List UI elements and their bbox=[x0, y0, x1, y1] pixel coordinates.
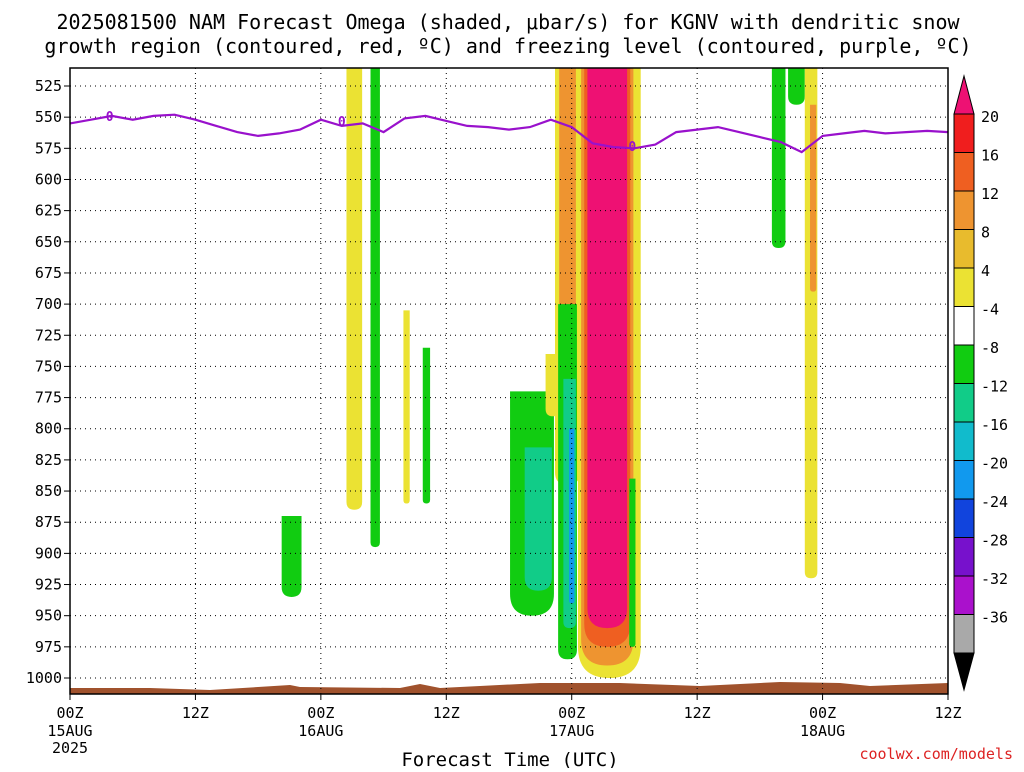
freezing-level-line bbox=[69, 113, 949, 154]
omega-region-12 bbox=[569, 428, 575, 604]
omega-region-19 bbox=[788, 68, 805, 105]
y-tick-label-17: 950 bbox=[35, 607, 62, 625]
colorbar-label-2: 12 bbox=[981, 185, 999, 203]
colorbar-bottom-arrow bbox=[953, 652, 975, 692]
colorbar-band-9 bbox=[953, 460, 975, 500]
colorbar-band-6 bbox=[953, 344, 975, 384]
colorbar-label-4: 4 bbox=[981, 262, 990, 280]
x-tick-label-4: 00Z bbox=[558, 704, 585, 722]
y-tick-label-13: 850 bbox=[35, 482, 62, 500]
y-tick-label-7: 700 bbox=[35, 295, 62, 313]
colorbar-label-6: -8 bbox=[981, 339, 999, 357]
omega-region-1 bbox=[370, 68, 380, 548]
colorbar-label-13: -36 bbox=[981, 609, 1008, 627]
x-tick-date-2: 16AUG bbox=[298, 722, 343, 740]
omega-shading-layer bbox=[281, 68, 818, 678]
x-tick-date-6: 18AUG bbox=[800, 722, 845, 740]
colorbar-band-10 bbox=[953, 498, 975, 538]
colorbar-label-12: -32 bbox=[981, 570, 1008, 588]
freezing-level-label-0: 0 bbox=[106, 110, 114, 125]
x-tick-label-5: 12Z bbox=[684, 704, 711, 722]
y-tick-label-4: 625 bbox=[35, 202, 62, 220]
colorbar-band-1 bbox=[953, 152, 975, 192]
omega-region-21 bbox=[810, 104, 817, 292]
freezing-level-label-1: 0 bbox=[338, 115, 346, 130]
x-tick-label-6: 00Z bbox=[809, 704, 836, 722]
x-tick-date-0: 15AUG bbox=[47, 722, 92, 740]
colorbar-band-4 bbox=[953, 267, 975, 307]
y-axis-ticks: 525 550 575 600 625 650 675 700 725 750 775 800 825 8… bbox=[26, 77, 70, 687]
freezing-level-layer: 0 0 0 bbox=[69, 110, 949, 155]
colorbar-band-11 bbox=[953, 537, 975, 577]
credit-text: coolwx.com/models bbox=[859, 745, 1013, 763]
colorbar-band-5 bbox=[953, 306, 975, 346]
colorbar-band-12 bbox=[953, 575, 975, 615]
y-tick-label-6: 675 bbox=[35, 264, 62, 282]
x-tick-date-4: 17AUG bbox=[549, 722, 594, 740]
y-tick-label-11: 800 bbox=[35, 420, 62, 438]
colorbar-band-8 bbox=[953, 421, 975, 461]
colorbar-band-13 bbox=[953, 614, 975, 654]
plot-frame bbox=[69, 67, 949, 695]
y-tick-label-16: 925 bbox=[35, 576, 62, 594]
x-tick-label-7: 12Z bbox=[934, 704, 961, 722]
colorbar-label-1: 16 bbox=[981, 147, 999, 165]
colorbar-band-3 bbox=[953, 229, 975, 269]
y-tick-label-1: 550 bbox=[35, 108, 62, 126]
x-tick-label-0: 00Z bbox=[56, 704, 83, 722]
colorbar-label-8: -16 bbox=[981, 416, 1008, 434]
omega-region-6 bbox=[524, 447, 552, 591]
colorbar-label-9: -20 bbox=[981, 455, 1008, 473]
omega-region-16 bbox=[587, 68, 628, 629]
x-tick-label-3: 12Z bbox=[433, 704, 460, 722]
omega-region-0 bbox=[346, 68, 363, 510]
y-tick-label-8: 725 bbox=[35, 326, 62, 344]
colorbar-label-11: -28 bbox=[981, 532, 1008, 550]
omega-region-2 bbox=[403, 310, 410, 504]
y-tick-label-10: 775 bbox=[35, 389, 62, 407]
y-tick-label-19: 1000 bbox=[26, 669, 62, 687]
y-tick-label-2: 575 bbox=[35, 139, 62, 157]
y-tick-label-5: 650 bbox=[35, 233, 62, 251]
y-tick-label-12: 825 bbox=[35, 451, 62, 469]
terrain-ground bbox=[70, 682, 948, 694]
omega-region-4 bbox=[281, 515, 302, 597]
omega-region-3 bbox=[422, 347, 431, 504]
x-axis-title: Forecast Time (UTC) bbox=[401, 749, 618, 768]
freezing-level-label-2: 0 bbox=[628, 140, 636, 155]
omega-region-18 bbox=[771, 68, 786, 249]
x-tick-year-0: 2025 bbox=[52, 739, 88, 757]
colorbar-label-5: -4 bbox=[981, 301, 999, 319]
colorbar-band-2 bbox=[953, 190, 975, 230]
colorbar-label-3: 8 bbox=[981, 224, 990, 242]
colorbar-band-7 bbox=[953, 383, 975, 423]
y-tick-label-0: 525 bbox=[35, 77, 62, 95]
y-tick-label-14: 875 bbox=[35, 513, 62, 531]
colorbar-label-10: -24 bbox=[981, 493, 1008, 511]
colorbar-label-0: 20 bbox=[981, 108, 999, 126]
y-tick-label-9: 750 bbox=[35, 357, 62, 375]
x-tick-label-2: 00Z bbox=[307, 704, 334, 722]
colorbar-band-0 bbox=[953, 113, 975, 153]
y-tick-label-18: 975 bbox=[35, 638, 62, 656]
colorbar: 20 16 12 8 4 -4 -8 -12 -16 -20 -24 -28 -32 -36 bbox=[953, 74, 1008, 692]
plot-area: 0 0 0 bbox=[69, 67, 949, 695]
y-tick-label-3: 600 bbox=[35, 170, 62, 188]
omega-region-17 bbox=[629, 478, 636, 647]
chart-title-line-1: 2025081500 NAM Forecast Omega (shaded, μ… bbox=[56, 10, 960, 34]
x-tick-label-1: 12Z bbox=[182, 704, 209, 722]
colorbar-label-7: -12 bbox=[981, 378, 1008, 396]
y-tick-label-15: 900 bbox=[35, 544, 62, 562]
chart-title-line-2: growth region (contoured, red, ºC) and f… bbox=[44, 34, 971, 58]
